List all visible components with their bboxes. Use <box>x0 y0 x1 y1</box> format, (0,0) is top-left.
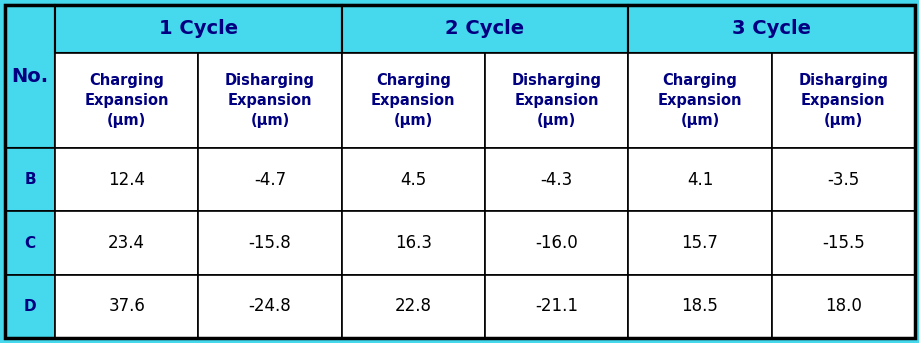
Text: 2 Cycle: 2 Cycle <box>445 20 524 38</box>
Bar <box>341 275 484 338</box>
Text: Charging
Expansion
(μm): Charging Expansion (μm) <box>657 73 742 128</box>
Text: -4.7: -4.7 <box>254 171 286 189</box>
Text: B: B <box>24 172 36 187</box>
Bar <box>341 5 628 53</box>
Bar <box>341 211 484 275</box>
Text: 18.0: 18.0 <box>824 297 861 315</box>
Text: 4.1: 4.1 <box>686 171 712 189</box>
Text: -15.5: -15.5 <box>821 234 864 252</box>
Text: 22.8: 22.8 <box>394 297 431 315</box>
Text: 18.5: 18.5 <box>681 297 718 315</box>
Bar <box>484 275 628 338</box>
Bar <box>55 275 199 338</box>
Bar <box>628 5 914 53</box>
Bar <box>484 148 628 211</box>
Text: Charging
Expansion
(μm): Charging Expansion (μm) <box>85 73 169 128</box>
Bar <box>771 148 914 211</box>
Text: Disharging
Expansion
(μm): Disharging Expansion (μm) <box>225 73 314 128</box>
Bar <box>628 211 771 275</box>
Bar <box>55 53 199 148</box>
Text: 37.6: 37.6 <box>108 297 145 315</box>
Bar <box>199 211 341 275</box>
Bar <box>628 53 771 148</box>
Text: D: D <box>24 299 36 314</box>
Text: -4.3: -4.3 <box>540 171 573 189</box>
Bar <box>484 53 628 148</box>
Bar <box>628 275 771 338</box>
Bar <box>5 148 55 211</box>
Bar <box>5 211 55 275</box>
Bar <box>341 53 484 148</box>
Bar <box>55 5 341 53</box>
Bar <box>5 275 55 338</box>
Bar <box>771 275 914 338</box>
Bar <box>771 211 914 275</box>
Text: 23.4: 23.4 <box>108 234 145 252</box>
Bar <box>771 53 914 148</box>
Text: -24.8: -24.8 <box>248 297 291 315</box>
Text: 4.5: 4.5 <box>400 171 426 189</box>
Bar <box>199 148 341 211</box>
Bar <box>55 211 199 275</box>
Bar <box>484 211 628 275</box>
Text: No.: No. <box>11 67 49 86</box>
Text: -15.8: -15.8 <box>248 234 291 252</box>
Bar <box>628 148 771 211</box>
Text: 12.4: 12.4 <box>108 171 145 189</box>
Text: -16.0: -16.0 <box>535 234 577 252</box>
Bar <box>5 5 55 148</box>
Text: -3.5: -3.5 <box>826 171 858 189</box>
Text: Charging
Expansion
(μm): Charging Expansion (μm) <box>370 73 455 128</box>
Bar <box>55 148 199 211</box>
Bar <box>341 148 484 211</box>
Bar <box>199 275 341 338</box>
Bar <box>199 53 341 148</box>
Text: Disharging
Expansion
(μm): Disharging Expansion (μm) <box>798 73 888 128</box>
Text: Disharging
Expansion
(μm): Disharging Expansion (μm) <box>511 73 601 128</box>
Text: C: C <box>25 236 36 250</box>
Text: 15.7: 15.7 <box>681 234 718 252</box>
Text: 1 Cycle: 1 Cycle <box>159 20 238 38</box>
Text: 3 Cycle: 3 Cycle <box>732 20 811 38</box>
Text: -21.1: -21.1 <box>535 297 577 315</box>
Text: 16.3: 16.3 <box>394 234 431 252</box>
